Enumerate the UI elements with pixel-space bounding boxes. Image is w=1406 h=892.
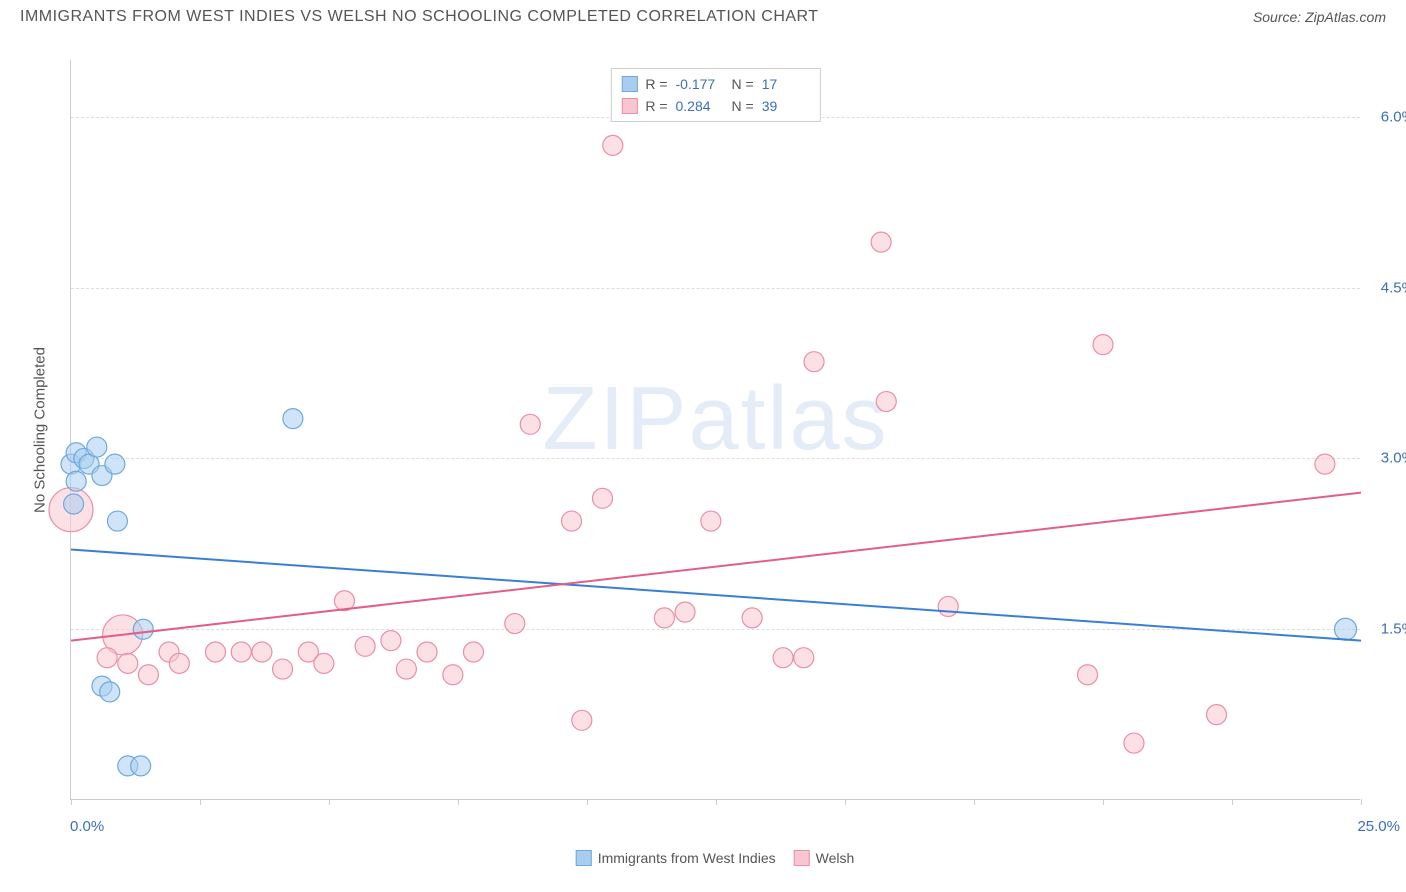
x-tick <box>458 799 459 805</box>
data-point-welsh <box>169 653 189 673</box>
x-axis-max-label: 25.0% <box>1357 818 1400 835</box>
data-point-welsh <box>876 392 896 412</box>
n-value-welsh: 39 <box>762 95 810 117</box>
data-point-west_indies <box>105 454 125 474</box>
data-point-welsh <box>1315 454 1335 474</box>
data-point-welsh <box>443 665 463 685</box>
legend: Immigrants from West Indies Welsh <box>576 850 855 866</box>
n-label: N = <box>732 95 754 117</box>
data-point-welsh <box>463 642 483 662</box>
r-label: R = <box>645 73 667 95</box>
data-point-welsh <box>794 648 814 668</box>
legend-swatch-west-indies <box>576 850 592 866</box>
data-point-welsh <box>675 602 695 622</box>
data-point-west_indies <box>133 619 153 639</box>
data-point-welsh <box>773 648 793 668</box>
data-point-welsh <box>381 631 401 651</box>
x-axis-min-label: 0.0% <box>70 818 104 835</box>
swatch-west-indies <box>621 76 637 92</box>
x-tick <box>329 799 330 805</box>
x-axis-labels: 0.0% Immigrants from West Indies Welsh 2… <box>70 818 1360 838</box>
x-tick <box>587 799 588 805</box>
data-point-west_indies <box>1335 618 1357 640</box>
data-point-welsh <box>654 608 674 628</box>
stat-row-west-indies: R = -0.177 N = 17 <box>621 73 809 95</box>
data-point-welsh <box>417 642 437 662</box>
data-point-welsh <box>505 614 525 634</box>
data-point-welsh <box>1124 733 1144 753</box>
y-axis-label: No Schooling Completed <box>32 347 49 513</box>
data-point-welsh <box>396 659 416 679</box>
header-bar: IMMIGRANTS FROM WEST INDIES VS WELSH NO … <box>0 0 1406 30</box>
data-point-welsh <box>252 642 272 662</box>
x-tick <box>716 799 717 805</box>
legend-label-welsh: Welsh <box>816 850 855 866</box>
y-tick-label: 6.0% <box>1381 108 1406 125</box>
data-point-welsh <box>562 511 582 531</box>
data-point-welsh <box>273 659 293 679</box>
trend-line-west_indies <box>71 550 1361 641</box>
data-point-welsh <box>742 608 762 628</box>
source-name: ZipAtlas.com <box>1305 9 1386 25</box>
data-point-welsh <box>314 653 334 673</box>
data-point-welsh <box>592 488 612 508</box>
x-tick <box>1232 799 1233 805</box>
data-point-west_indies <box>66 471 86 491</box>
data-point-welsh <box>1207 705 1227 725</box>
x-tick <box>200 799 201 805</box>
n-label: N = <box>732 73 754 95</box>
source-attribution: Source: ZipAtlas.com <box>1253 9 1386 25</box>
y-tick-label: 1.5% <box>1381 621 1406 638</box>
data-point-west_indies <box>100 682 120 702</box>
y-tick-label: 4.5% <box>1381 279 1406 296</box>
data-point-welsh <box>138 665 158 685</box>
chart-title: IMMIGRANTS FROM WEST INDIES VS WELSH NO … <box>20 8 819 26</box>
r-label: R = <box>645 95 667 117</box>
y-tick-label: 3.0% <box>1381 450 1406 467</box>
x-tick <box>1103 799 1104 805</box>
x-tick <box>974 799 975 805</box>
swatch-welsh <box>621 98 637 114</box>
legend-item-west-indies: Immigrants from West Indies <box>576 850 776 866</box>
data-point-welsh <box>118 653 138 673</box>
data-point-welsh <box>871 232 891 252</box>
data-point-welsh <box>804 352 824 372</box>
data-point-west_indies <box>283 409 303 429</box>
data-point-welsh <box>205 642 225 662</box>
n-value-west-indies: 17 <box>762 73 810 95</box>
r-value-welsh: 0.284 <box>676 95 724 117</box>
plot-area: ZIPatlas R = -0.177 N = 17 R = 0.284 N =… <box>70 60 1360 800</box>
data-point-welsh <box>701 511 721 531</box>
legend-swatch-welsh <box>794 850 810 866</box>
x-tick <box>71 799 72 805</box>
x-tick <box>1361 799 1362 805</box>
source-prefix: Source: <box>1253 9 1305 25</box>
data-point-welsh <box>231 642 251 662</box>
data-point-welsh <box>355 636 375 656</box>
data-point-welsh <box>1078 665 1098 685</box>
data-point-welsh <box>97 648 117 668</box>
chart-container: No Schooling Completed ZIPatlas R = -0.1… <box>50 50 1370 810</box>
legend-item-welsh: Welsh <box>794 850 855 866</box>
data-point-west_indies <box>64 494 84 514</box>
x-tick <box>845 799 846 805</box>
data-point-west_indies <box>107 511 127 531</box>
data-point-welsh <box>520 414 540 434</box>
data-point-welsh <box>938 596 958 616</box>
data-point-west_indies <box>131 756 151 776</box>
data-point-welsh <box>572 710 592 730</box>
r-value-west-indies: -0.177 <box>676 73 724 95</box>
correlation-stat-box: R = -0.177 N = 17 R = 0.284 N = 39 <box>610 68 820 122</box>
legend-label-west-indies: Immigrants from West Indies <box>598 850 776 866</box>
scatter-svg <box>71 60 1360 799</box>
data-point-welsh <box>603 135 623 155</box>
data-point-welsh <box>1093 335 1113 355</box>
stat-row-welsh: R = 0.284 N = 39 <box>621 95 809 117</box>
data-point-west_indies <box>87 437 107 457</box>
